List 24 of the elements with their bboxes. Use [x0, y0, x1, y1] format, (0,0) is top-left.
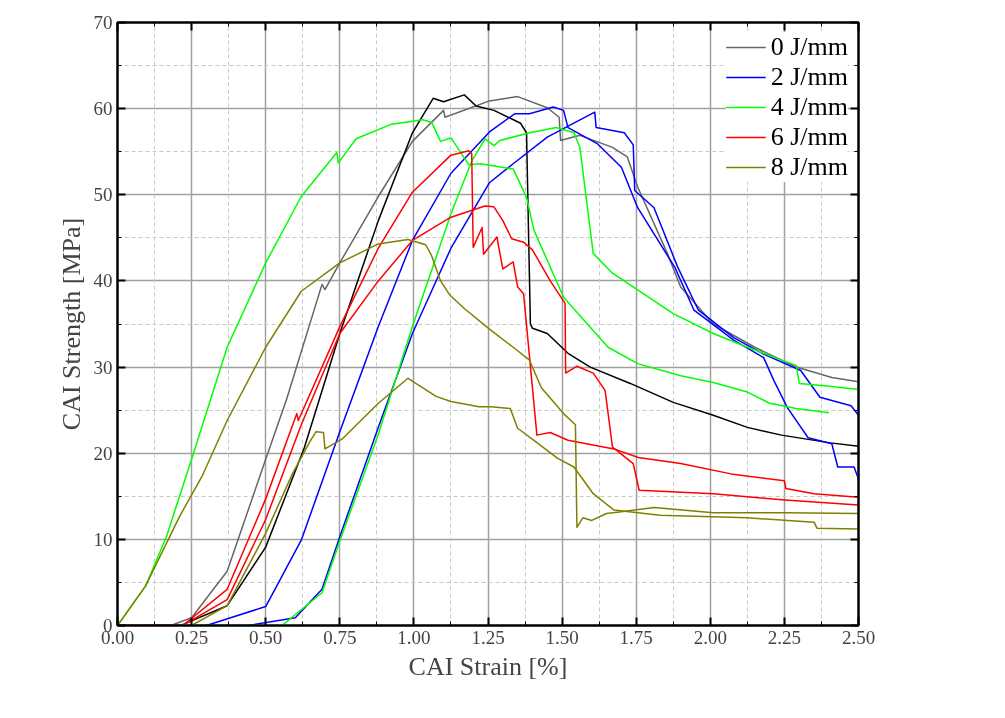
x-tick-label: 1.75	[619, 626, 653, 648]
x-tick-label: 0.75	[323, 626, 357, 648]
legend-label: 8 J/mm	[770, 152, 848, 182]
y-tick-label: 40	[93, 270, 113, 292]
x-tick-label: 0.25	[174, 626, 209, 648]
legend-label: 2 J/mm	[770, 62, 848, 92]
y-tick-label: 60	[93, 98, 113, 120]
y-tick-label: 10	[93, 528, 113, 550]
x-tick-label: 1.50	[545, 626, 579, 648]
x-tick-label: 2.25	[767, 626, 802, 648]
x-axis-title: CAI Strain [%]	[408, 651, 568, 681]
y-tick-label: 30	[93, 356, 113, 378]
y-tick-label: 70	[93, 12, 113, 33]
y-axis-title: CAI Strength [MPa]	[56, 217, 86, 431]
y-tick-label: 50	[93, 184, 113, 206]
x-tick-label: 1.00	[397, 626, 431, 648]
x-tick-label: 2.00	[693, 626, 727, 648]
x-tick-label: 2.50	[841, 626, 876, 648]
legend-label: 4 J/mm	[770, 92, 848, 122]
legend-label: 6 J/mm	[770, 122, 848, 152]
legend-label: 0 J/mm	[770, 32, 848, 62]
y-tick-label: 20	[93, 442, 113, 464]
x-tick-label: 0.50	[249, 626, 283, 648]
x-tick-label: 1.25	[471, 626, 505, 648]
